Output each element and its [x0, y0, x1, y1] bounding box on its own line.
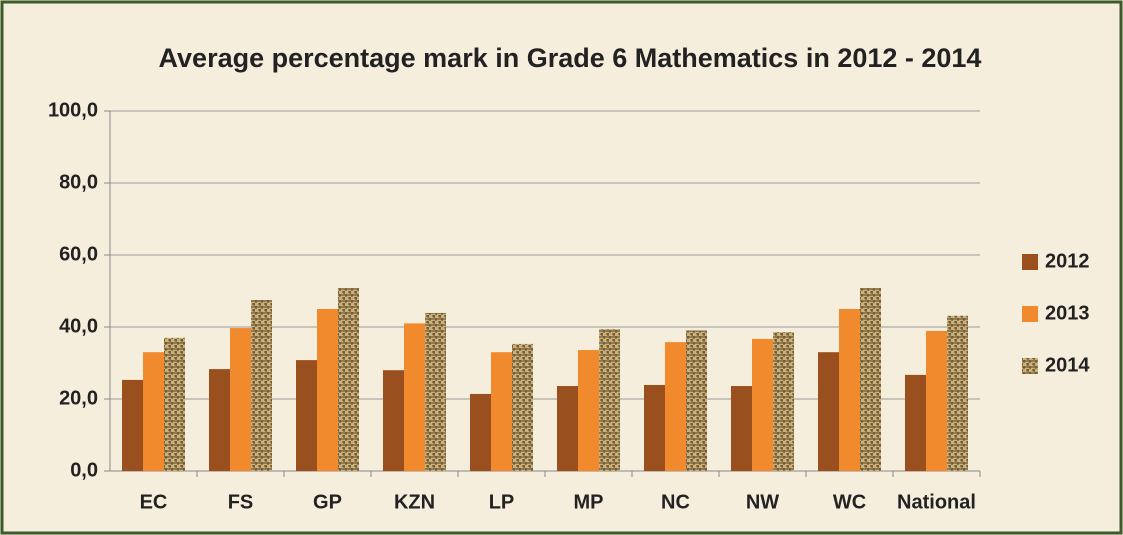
bar [731, 386, 752, 471]
bar [338, 288, 359, 471]
x-tick-label: MP [574, 491, 604, 513]
bar [383, 370, 404, 471]
bar [425, 312, 446, 471]
y-tick-label: 60,0 [59, 243, 98, 265]
bar [773, 332, 794, 471]
bar [947, 315, 968, 471]
bar [143, 352, 164, 471]
bar [686, 330, 707, 471]
bar [491, 352, 512, 471]
bar [818, 352, 839, 471]
y-tick-label: 0,0 [70, 459, 98, 481]
legend-label: 2012 [1045, 250, 1090, 272]
y-tick-label: 80,0 [59, 171, 98, 193]
legend-label: 2014 [1045, 354, 1090, 376]
bar [404, 323, 425, 471]
legend-swatch [1022, 254, 1038, 270]
bar [470, 393, 491, 471]
bar [860, 288, 881, 471]
bar [296, 360, 317, 471]
bar [926, 330, 947, 471]
x-tick-label: FS [228, 491, 254, 513]
y-tick-label: 20,0 [59, 387, 98, 409]
x-tick-label: WC [833, 491, 866, 513]
bar [839, 309, 860, 471]
bar [317, 309, 338, 471]
bar [752, 338, 773, 471]
legend-label: 2013 [1045, 302, 1090, 324]
bar [665, 342, 686, 471]
x-tick-label: GP [313, 491, 342, 513]
legend-swatch [1022, 306, 1038, 322]
bar [122, 379, 143, 471]
bar [512, 343, 533, 471]
chart-title: Average percentage mark in Grade 6 Mathe… [159, 43, 982, 73]
bar [644, 384, 665, 471]
bar [905, 374, 926, 471]
bar [164, 337, 185, 471]
x-tick-label: NW [746, 491, 779, 513]
legend-swatch [1022, 358, 1038, 374]
bar [599, 329, 620, 471]
bar [557, 386, 578, 471]
bar [578, 350, 599, 471]
x-tick-label: EC [140, 491, 168, 513]
y-tick-label: 100,0 [48, 99, 98, 121]
bar [230, 328, 251, 471]
x-tick-label: National [897, 491, 976, 513]
x-tick-label: NC [661, 491, 690, 513]
x-tick-label: LP [489, 491, 515, 513]
x-tick-label: KZN [394, 491, 435, 513]
y-tick-label: 40,0 [59, 315, 98, 337]
bar [251, 300, 272, 471]
bar [209, 369, 230, 471]
